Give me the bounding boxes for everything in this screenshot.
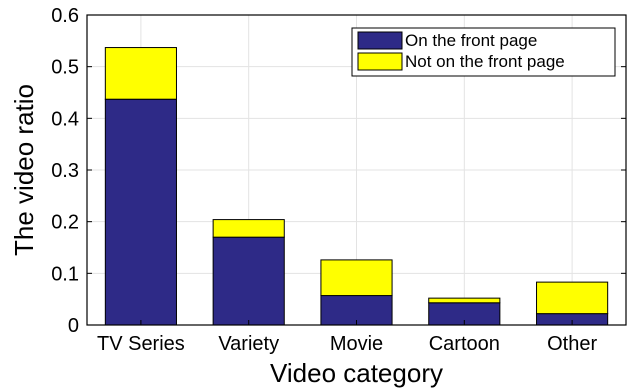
y-tick-label: 0.3 bbox=[51, 160, 79, 182]
x-tick-label: Other bbox=[547, 333, 597, 355]
y-tick-label: 0.4 bbox=[51, 108, 79, 130]
x-tick-label: TV Series bbox=[97, 333, 185, 355]
bar-segment bbox=[212, 236, 285, 326]
legend-swatch bbox=[357, 31, 403, 50]
bar-segment bbox=[320, 259, 393, 297]
x-axis-title: Video category bbox=[270, 358, 443, 388]
y-tick-label: 0.2 bbox=[51, 212, 79, 234]
legend: On the front page Not on the front page bbox=[351, 27, 616, 77]
y-ticks: 0 0.1 0.2 0.3 0.4 0.5 0.6 bbox=[51, 5, 626, 337]
x-tick-label: Variety bbox=[218, 333, 279, 355]
legend-label: On the front page bbox=[405, 31, 537, 50]
bar-segment bbox=[104, 47, 177, 100]
y-tick-label: 0.1 bbox=[51, 263, 79, 285]
x-tick-label: Cartoon bbox=[429, 333, 500, 355]
bars bbox=[104, 47, 609, 326]
y-tick-label: 0.5 bbox=[51, 57, 79, 79]
bar-segment bbox=[428, 297, 501, 304]
y-axis-title: The video ratio bbox=[9, 84, 39, 256]
bar-segment bbox=[104, 98, 177, 326]
x-ticks: TV Series Variety Movie Cartoon Other bbox=[97, 320, 597, 355]
bar-segment bbox=[212, 219, 285, 238]
y-tick-label: 0 bbox=[68, 315, 79, 337]
bar-segment bbox=[536, 281, 609, 315]
legend-label: Not on the front page bbox=[405, 52, 565, 71]
x-tick-label: Movie bbox=[330, 333, 383, 355]
legend-swatch bbox=[357, 52, 403, 71]
y-tick-label: 0.6 bbox=[51, 5, 79, 27]
